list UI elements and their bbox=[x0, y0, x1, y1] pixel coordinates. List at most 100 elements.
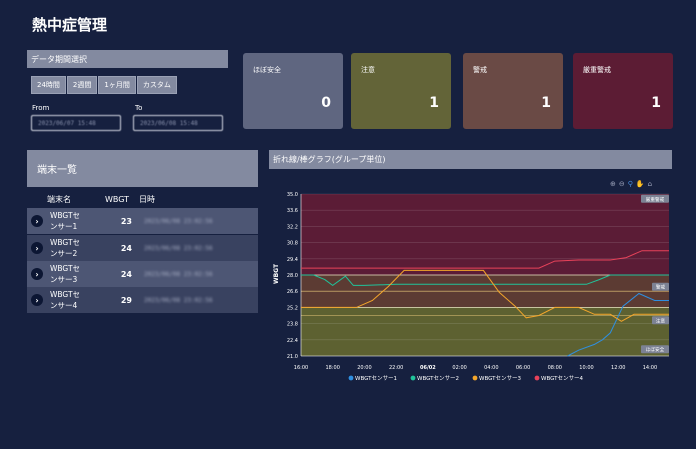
legend-label: WBGTセンサー1 bbox=[355, 375, 397, 382]
device-list-header: 端末一覧 bbox=[27, 150, 258, 187]
device-name: WBGTセ ンサー4 bbox=[50, 290, 81, 310]
magnifier-icon[interactable]: ⚲ bbox=[627, 180, 633, 188]
card-severe-label: 厳重警戒 bbox=[583, 66, 611, 74]
series-line-4 bbox=[301, 250, 669, 269]
zone-band-2 bbox=[301, 307, 669, 356]
x-tick-label: 04:00 bbox=[484, 365, 498, 371]
card-caution-count: 1 bbox=[429, 95, 439, 111]
x-tick-label: 22:00 bbox=[389, 365, 403, 371]
card-warning-label: 警戒 bbox=[473, 66, 487, 74]
period-header: データ期間選択 bbox=[27, 50, 228, 68]
card-warning-count: 1 bbox=[541, 95, 551, 111]
legend-marker bbox=[348, 375, 354, 381]
device-wbgt: 23 bbox=[120, 216, 132, 226]
zone-band-0 bbox=[301, 194, 669, 275]
legend-label: WBGTセンサー3 bbox=[479, 375, 522, 382]
x-tick-label: 08:00 bbox=[548, 365, 562, 371]
zone-tag-box bbox=[652, 316, 669, 325]
y-tick-label: 22.4 bbox=[287, 338, 298, 344]
table-row[interactable]: › WBGTセ ンサー2 24 2023/06/08 23:02:56 bbox=[27, 235, 258, 261]
column-wbgt: WBGT bbox=[105, 194, 130, 204]
period-24h-button[interactable]: 24時間 bbox=[31, 76, 66, 94]
to-date-input[interactable] bbox=[133, 115, 223, 131]
to-label: To bbox=[135, 104, 143, 112]
x-tick-label: 06/02 bbox=[420, 365, 436, 371]
y-tick-label: 30.8 bbox=[287, 241, 298, 247]
period-1month-button[interactable]: 1ヶ月間 bbox=[98, 76, 136, 94]
chevron-right-icon[interactable]: › bbox=[31, 242, 43, 254]
y-tick-label: 23.8 bbox=[287, 322, 298, 328]
zone-tag-label: 厳重警戒 bbox=[646, 196, 665, 203]
zone-tag-box bbox=[641, 194, 669, 203]
series-line-2 bbox=[301, 274, 669, 287]
y-tick-label: 25.2 bbox=[287, 305, 298, 311]
legend-label: WBGTセンサー2 bbox=[417, 375, 459, 382]
table-row[interactable]: › WBGTセ ンサー4 29 2023/06/08 23:02:56 bbox=[27, 287, 258, 313]
zone-tag-box bbox=[641, 345, 669, 354]
series-line-1 bbox=[567, 292, 669, 357]
zone-tag-label: ほぼ安全 bbox=[646, 346, 665, 353]
chevron-right-icon[interactable]: › bbox=[31, 294, 43, 306]
card-caution: 注意 1 bbox=[351, 53, 451, 129]
device-table-head: 端末名 WBGT 日時 bbox=[27, 192, 258, 206]
home-icon[interactable]: ⌂ bbox=[647, 180, 653, 188]
y-tick-label: 28.0 bbox=[287, 273, 298, 279]
pan-hand-icon[interactable]: ✋ bbox=[635, 180, 645, 188]
legend-label: WBGTセンサー4 bbox=[541, 375, 584, 382]
device-name: WBGTセ ンサー1 bbox=[50, 211, 81, 231]
x-tick-label: 06:00 bbox=[516, 365, 530, 371]
from-date-input[interactable] bbox=[31, 115, 121, 131]
x-tick-label: 18:00 bbox=[326, 365, 340, 371]
device-datetime: 2023/06/08 23:02:56 bbox=[144, 296, 213, 304]
x-tick-label: 16:00 bbox=[294, 365, 308, 371]
y-axis-label: WBGT bbox=[273, 263, 280, 284]
period-custom-button[interactable]: カスタム bbox=[136, 76, 177, 94]
y-tick-label: 32.2 bbox=[287, 224, 298, 230]
wbgt-chart[interactable]: 21.0 22.4 23.8 25.2 26.6 28.0 29.4 30.8 32.2 33.6… bbox=[269, 188, 674, 388]
card-safe-count: 0 bbox=[321, 95, 331, 111]
card-warning: 警戒 1 bbox=[463, 53, 563, 129]
device-datetime: 2023/06/08 23:02:56 bbox=[144, 217, 213, 225]
column-datetime: 日時 bbox=[139, 194, 155, 204]
chevron-right-icon[interactable]: › bbox=[31, 215, 43, 227]
legend-marker bbox=[534, 375, 540, 381]
zone-tag-label: 警戒 bbox=[656, 284, 666, 291]
column-name: 端末名 bbox=[47, 194, 71, 204]
device-datetime: 2023/06/08 23:02:56 bbox=[144, 270, 213, 278]
x-tick-label: 12:00 bbox=[611, 365, 625, 371]
legend-marker bbox=[410, 375, 416, 381]
zone-tag-box bbox=[652, 282, 669, 291]
card-safe: ほぼ安全 0 bbox=[243, 53, 343, 129]
device-name: WBGTセ ンサー3 bbox=[50, 264, 81, 284]
page-title: 熱中症管理 bbox=[32, 16, 108, 34]
y-tick-label: 21.0 bbox=[287, 354, 298, 360]
card-severe-count: 1 bbox=[651, 95, 661, 111]
y-tick-label: 29.4 bbox=[287, 257, 298, 263]
zone-tag-label: 注意 bbox=[656, 317, 666, 324]
series-line-3 bbox=[301, 269, 669, 322]
chevron-right-icon[interactable]: › bbox=[31, 268, 43, 280]
device-wbgt: 24 bbox=[120, 269, 132, 279]
x-tick-label: 02:00 bbox=[452, 365, 466, 371]
from-label: From bbox=[32, 104, 50, 112]
card-caution-label: 注意 bbox=[361, 66, 375, 74]
card-safe-label: ほぼ安全 bbox=[253, 66, 281, 74]
device-wbgt: 24 bbox=[120, 243, 132, 253]
device-datetime: 2023/06/08 23:02:56 bbox=[144, 244, 213, 252]
x-tick-label: 14:00 bbox=[643, 365, 657, 371]
device-wbgt: 29 bbox=[120, 295, 132, 305]
legend-marker bbox=[472, 375, 478, 381]
device-name: WBGTセ ンサー2 bbox=[50, 238, 81, 258]
zoom-in-icon[interactable]: ⊕ bbox=[610, 180, 616, 188]
y-tick-label: 35.0 bbox=[287, 192, 298, 198]
zoom-out-icon[interactable]: ⊖ bbox=[618, 180, 625, 188]
period-2weeks-button[interactable]: 2週間 bbox=[66, 76, 98, 94]
card-severe: 厳重警戒 1 bbox=[573, 53, 673, 129]
chart-toolbar: ⊕ ⊖ ⚲ ✋ ⌂ bbox=[610, 180, 652, 188]
period-button-group: 24時間 2週間 1ヶ月間 カスタム bbox=[31, 76, 177, 94]
x-tick-label: 20:00 bbox=[357, 365, 371, 371]
table-row[interactable]: › WBGTセ ンサー1 23 2023/06/08 23:02:56 bbox=[27, 208, 258, 234]
chart-header: 折れ線/棒グラフ(グループ単位) bbox=[269, 150, 672, 169]
table-row[interactable]: › WBGTセ ンサー3 24 2023/06/08 23:02:56 bbox=[27, 261, 258, 287]
y-tick-label: 33.6 bbox=[287, 208, 298, 214]
